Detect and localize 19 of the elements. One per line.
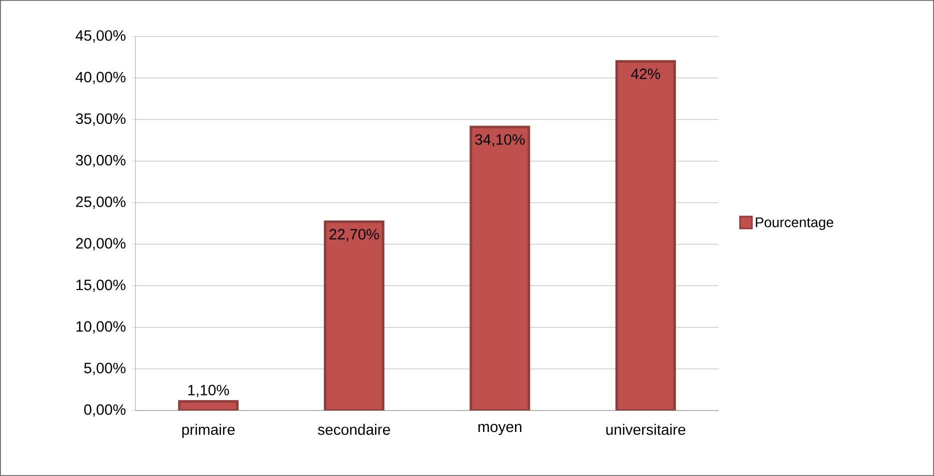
y-tick-label: 15,00%	[76, 280, 126, 292]
y-tick-label: 25,00%	[76, 196, 126, 209]
y-tick-label: 5,00%	[84, 362, 126, 376]
y-tick-label: 45,00%	[76, 30, 126, 43]
data-label: 22,70%	[330, 229, 379, 242]
y-tick-label: 30,00%	[76, 154, 126, 168]
y-tick-label: 20,00%	[76, 238, 126, 250]
x-tick-label: secondaire	[318, 424, 390, 435]
x-tick-label: primaire	[182, 424, 235, 438]
y-tick-label: 35,00%	[76, 113, 126, 126]
x-tick-label: universitaire	[606, 424, 686, 435]
x-tick-label: moyen	[478, 424, 522, 436]
y-tick-label: 0,00%	[84, 404, 126, 417]
y-tick-label: 40,00%	[76, 72, 126, 84]
legend-label: Pourcentage	[756, 218, 834, 230]
data-label: 1,10%	[188, 384, 229, 398]
data-label: 42%	[631, 68, 660, 80]
data-label: 34,10%	[475, 134, 525, 147]
y-tick-label: 10,00%	[76, 321, 126, 334]
